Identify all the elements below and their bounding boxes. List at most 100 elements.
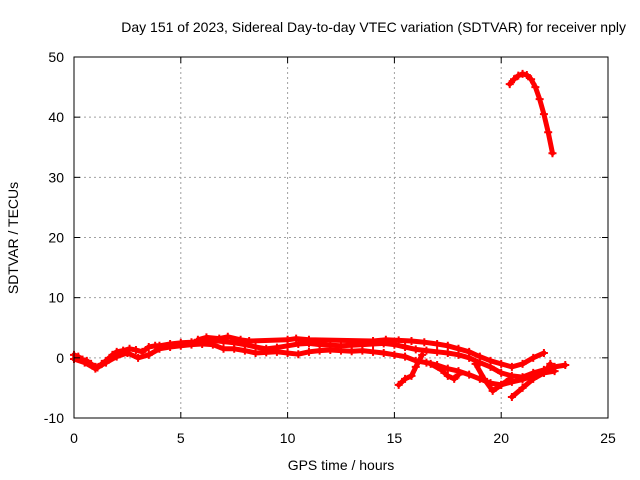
- axis-ticks: 0 5 10 15 20 25 -10 0 10 20 30 40 50: [44, 49, 616, 446]
- y-tick-label: 40: [48, 109, 64, 125]
- data-point: [497, 359, 506, 368]
- data-point: [454, 370, 463, 379]
- x-tick-label: 15: [387, 430, 403, 446]
- data-point: [529, 353, 538, 362]
- series-drop-d: [507, 359, 555, 401]
- x-tick-label: 25: [600, 430, 616, 446]
- data-point: [420, 338, 429, 347]
- data-point: [548, 149, 557, 158]
- data-point: [507, 362, 516, 371]
- data-point: [488, 386, 497, 395]
- data-point: [433, 339, 442, 348]
- x-tick-label: 5: [177, 430, 185, 446]
- data-point: [187, 340, 196, 349]
- data-point: [166, 343, 175, 352]
- data-point: [369, 336, 378, 345]
- series-drop-a: [394, 350, 427, 389]
- data-point: [518, 383, 527, 392]
- data-point: [283, 335, 292, 344]
- data-point: [223, 332, 232, 341]
- data-point: [294, 339, 303, 348]
- data-point: [426, 359, 435, 368]
- data-point: [144, 350, 153, 359]
- grid: [74, 57, 608, 418]
- data-point: [561, 361, 570, 370]
- x-tick-label: 0: [70, 430, 78, 446]
- data-point: [475, 352, 484, 361]
- data-point: [144, 343, 153, 352]
- chart-title: Day 151 of 2023, Sidereal Day-to-day VTE…: [121, 19, 626, 35]
- x-tick-label: 10: [280, 430, 296, 446]
- data-point: [401, 352, 410, 361]
- y-tick-label: 20: [48, 230, 64, 246]
- data-point: [443, 371, 452, 380]
- data-point: [539, 110, 548, 119]
- data-point: [497, 368, 506, 377]
- data-point: [193, 335, 202, 344]
- series-drop-c: [471, 359, 514, 395]
- data-point: [407, 371, 416, 380]
- data-point: [411, 362, 420, 371]
- data-point: [102, 358, 111, 367]
- data-point: [394, 380, 403, 389]
- data-point: [230, 344, 239, 353]
- data-point: [283, 349, 292, 358]
- series-upper: [193, 332, 548, 371]
- data-point: [411, 345, 420, 354]
- data-point: [401, 343, 410, 352]
- data-point: [454, 344, 463, 353]
- data-point: [208, 340, 217, 349]
- data-point: [486, 356, 495, 365]
- y-tick-label: 50: [48, 49, 64, 65]
- data-point: [450, 374, 459, 383]
- data-point: [518, 69, 527, 78]
- data-point: [443, 349, 452, 358]
- data-point: [202, 333, 211, 342]
- data-point: [304, 335, 313, 344]
- data-point: [337, 346, 345, 355]
- data-point: [358, 346, 367, 355]
- data-point: [480, 374, 489, 383]
- data-point: [514, 71, 523, 80]
- data-point: [505, 374, 514, 383]
- data-point: [315, 346, 324, 355]
- series-line: [71, 341, 558, 388]
- data-point: [535, 95, 544, 104]
- data-point: [245, 336, 254, 345]
- data-point: [522, 71, 531, 80]
- data-point: [529, 374, 538, 383]
- y-tick-label: 0: [56, 350, 64, 366]
- data-point: [240, 346, 249, 355]
- data-point: [539, 349, 548, 358]
- y-tick-label: -10: [44, 410, 64, 426]
- data-point: [219, 344, 228, 353]
- data-point: [497, 380, 506, 389]
- data-point: [272, 347, 281, 356]
- x-axis-label: GPS time / hours: [288, 457, 395, 473]
- data-point: [294, 350, 303, 359]
- data-point: [505, 80, 514, 89]
- data-point: [544, 128, 553, 137]
- data-point: [155, 344, 164, 353]
- data-point: [326, 346, 335, 355]
- data-point: [443, 364, 452, 373]
- data-point: [539, 368, 548, 377]
- data-point: [369, 347, 378, 356]
- data-point: [131, 346, 140, 355]
- data-series: [70, 69, 570, 401]
- data-point: [292, 334, 301, 343]
- data-point: [527, 75, 536, 84]
- data-point: [531, 83, 540, 92]
- data-point: [518, 375, 527, 384]
- data-point: [394, 336, 403, 345]
- data-point: [465, 370, 474, 379]
- data-point: [304, 347, 313, 356]
- data-point: [471, 359, 480, 368]
- data-point: [433, 347, 442, 356]
- series-drop-b: [426, 359, 463, 383]
- data-point: [437, 365, 446, 374]
- data-point: [465, 347, 474, 356]
- data-point: [251, 349, 260, 358]
- x-tick-label: 20: [493, 430, 509, 446]
- data-point: [381, 335, 390, 344]
